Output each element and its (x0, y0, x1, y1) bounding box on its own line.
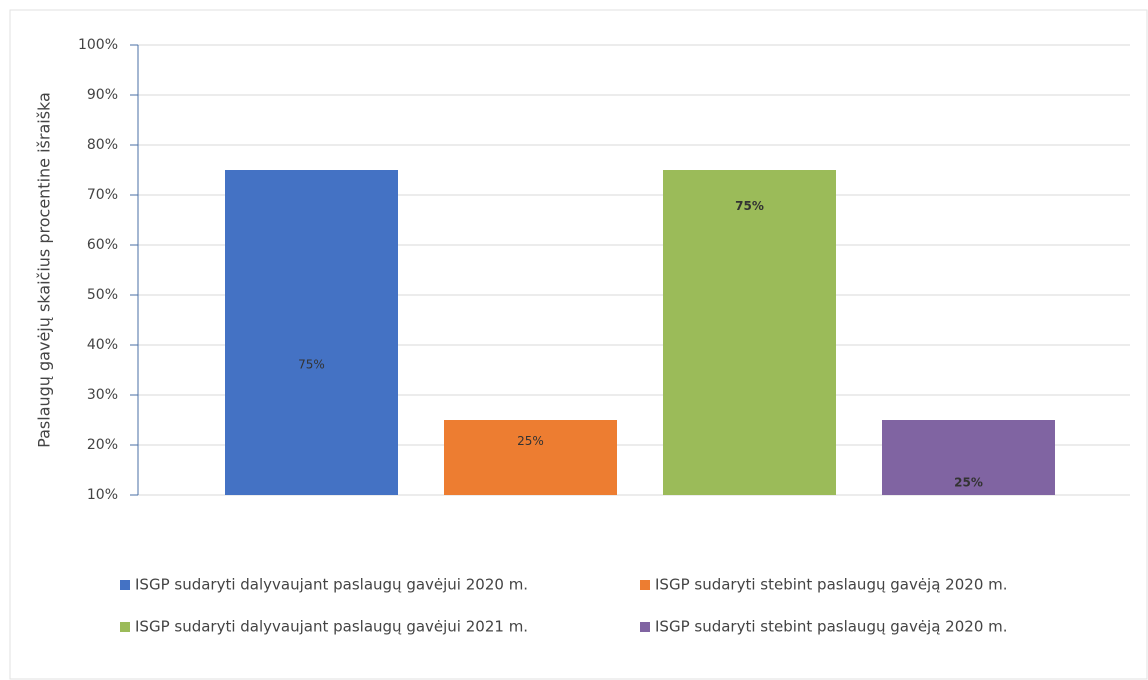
y-axis-title: Paslaugų gavėjų skaičius procentine išra… (35, 92, 54, 448)
y-tick-label: 20% (87, 437, 118, 453)
y-tick-label: 80% (87, 137, 118, 153)
legend-marker (120, 580, 130, 590)
value-label: 75% (298, 357, 325, 371)
value-label: 25% (954, 476, 983, 490)
legend-marker (120, 622, 130, 632)
y-tick-label: 60% (87, 237, 118, 253)
y-tick-label: 90% (87, 87, 118, 103)
bar (444, 420, 617, 495)
bar (225, 170, 398, 495)
y-tick-label: 100% (78, 37, 118, 53)
legend-label: ISGP sudaryti stebint paslaugų gavėją 20… (655, 576, 1008, 594)
y-tick-label: 30% (87, 387, 118, 403)
legend-label: ISGP sudaryti dalyvaujant paslaugų gavėj… (135, 618, 528, 636)
bar (882, 420, 1055, 495)
legend-marker (640, 622, 650, 632)
legend-label: ISGP sudaryti stebint paslaugų gavėją 20… (655, 618, 1008, 636)
legend-marker (640, 580, 650, 590)
bar (663, 170, 836, 495)
value-label: 25% (517, 434, 544, 448)
y-tick-label: 50% (87, 287, 118, 303)
legend-label: ISGP sudaryti dalyvaujant paslaugų gavėj… (135, 576, 528, 594)
y-tick-label: 40% (87, 337, 118, 353)
y-tick-label: 70% (87, 187, 118, 203)
value-label: 75% (735, 199, 764, 213)
y-tick-label: 10% (87, 487, 118, 503)
